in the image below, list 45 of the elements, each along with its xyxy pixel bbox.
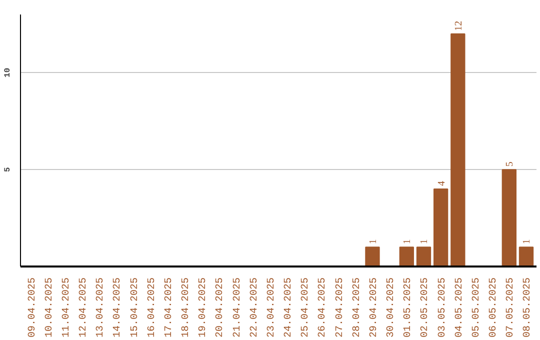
bar <box>399 246 414 266</box>
x-tick-label: 18.04.2025 <box>181 277 192 338</box>
data-label: 5 <box>504 162 516 167</box>
bar <box>365 246 380 266</box>
x-tick-label: 15.04.2025 <box>130 277 141 338</box>
x-tick-label: 14.04.2025 <box>112 277 124 338</box>
x-tick-label: 21.04.2025 <box>232 277 244 338</box>
data-label: 1 <box>402 239 414 244</box>
data-label: 1 <box>368 239 379 244</box>
x-tick-label: 16.04.2025 <box>146 277 158 338</box>
x-tick-label: 07.05.2025 <box>506 277 517 338</box>
x-tick-label: 06.05.2025 <box>488 277 500 338</box>
x-tick-label: 24.04.2025 <box>284 277 295 338</box>
x-tick-label: 23.04.2025 <box>266 277 278 338</box>
x-tick-label: 28.04.2025 <box>352 277 363 338</box>
x-tick-label: 17.04.2025 <box>164 277 175 338</box>
x-tick-label: 11.04.2025 <box>61 277 72 338</box>
bar <box>502 169 516 266</box>
data-label: 4 <box>436 180 448 186</box>
x-tick-label: 10.04.2025 <box>44 277 56 338</box>
x-tick-label: 09.04.2025 <box>27 277 38 338</box>
x-tick-label: 19.04.2025 <box>198 277 210 338</box>
data-label: 1 <box>419 239 430 244</box>
bar <box>518 246 534 266</box>
x-tick-label: 02.05.2025 <box>420 277 432 338</box>
x-tick-label: 20.04.2025 <box>215 277 226 338</box>
data-label: 1 <box>522 239 533 244</box>
bar <box>450 33 466 266</box>
x-tick-label: 08.05.2025 <box>522 277 534 338</box>
x-tick-label: 26.04.2025 <box>318 277 329 338</box>
x-tick-label: 13.04.2025 <box>96 277 107 338</box>
x-tick-label: 01.05.2025 <box>403 277 414 338</box>
x-tick-label: 03.05.2025 <box>437 277 448 338</box>
x-tick-label: 29.04.2025 <box>368 277 380 338</box>
x-tick-label: 25.04.2025 <box>300 277 312 338</box>
x-tick-label: 22.04.2025 <box>249 277 260 338</box>
x-tick-label: 27.04.2025 <box>334 277 346 338</box>
y-tick-label: 10 <box>4 68 12 78</box>
x-tick-label: 30.04.2025 <box>386 277 398 338</box>
x-tick-label: 12.04.2025 <box>78 277 90 338</box>
bar <box>433 188 448 266</box>
x-tick-label: 04.05.2025 <box>454 277 466 338</box>
x-tick-label: 05.05.2025 <box>471 277 482 338</box>
data-label: 12 <box>453 20 464 31</box>
bar <box>416 246 432 266</box>
